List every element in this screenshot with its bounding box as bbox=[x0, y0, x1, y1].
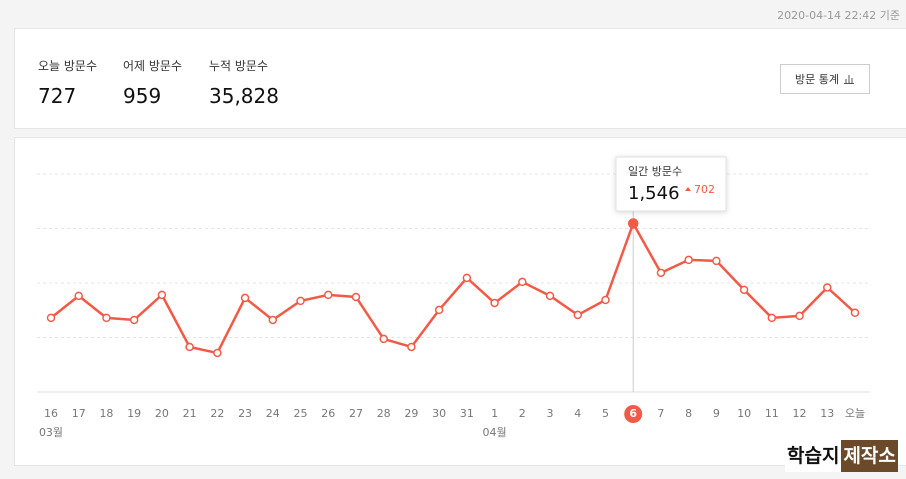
point bbox=[712, 256, 721, 266]
x-tick-label: 24 bbox=[266, 407, 280, 420]
x-tick-label: 28 bbox=[377, 407, 391, 420]
x-tick-label: 5 bbox=[602, 407, 609, 420]
point bbox=[213, 348, 222, 358]
stats-button[interactable]: 방문 통계 bbox=[780, 64, 870, 94]
point bbox=[684, 255, 693, 265]
x-tick-label: 8 bbox=[685, 407, 692, 420]
x-tick-label: 25 bbox=[294, 407, 308, 420]
point bbox=[462, 273, 472, 283]
x-tick-label: 1 bbox=[491, 407, 498, 420]
point bbox=[627, 218, 639, 229]
tooltip-value: 1,546 bbox=[628, 183, 680, 204]
point bbox=[518, 277, 527, 287]
stat-value: 959 bbox=[123, 84, 162, 108]
chart-icon bbox=[843, 75, 854, 84]
button-label: 방문 통계 bbox=[795, 73, 839, 86]
x-tick-label: 9 bbox=[713, 407, 720, 420]
tooltip-box bbox=[615, 156, 727, 212]
watermark: 학습지 제작소 bbox=[785, 440, 898, 472]
point bbox=[823, 283, 832, 292]
point bbox=[407, 342, 416, 352]
up-arrow bbox=[685, 187, 691, 191]
point bbox=[656, 268, 666, 278]
x-tick-label: 19 bbox=[127, 407, 141, 420]
stat-value: 727 bbox=[38, 84, 77, 108]
x-tick-label: 21 bbox=[183, 407, 197, 420]
point bbox=[573, 310, 583, 320]
point bbox=[351, 292, 361, 302]
stat-label: 누적 방문수 bbox=[209, 59, 269, 73]
point bbox=[296, 296, 305, 306]
x-tick-label: 17 bbox=[72, 407, 86, 420]
tooltip-change: 702 bbox=[694, 183, 715, 196]
point bbox=[767, 313, 777, 323]
stat: 오늘 방문수 727 bbox=[38, 57, 97, 108]
stat-value: 35,828 bbox=[209, 84, 279, 108]
point bbox=[545, 291, 555, 301]
x-tick-label: 29 bbox=[404, 407, 418, 420]
x-tick-label: 31 bbox=[460, 407, 474, 420]
point bbox=[795, 311, 804, 321]
stat: 어제 방문수 959 bbox=[123, 57, 182, 108]
x-tick-label: 23 bbox=[238, 407, 252, 420]
stat: 누적 방문수 35,828 bbox=[209, 57, 279, 108]
month-label: 04월 bbox=[483, 426, 507, 439]
point bbox=[129, 315, 139, 325]
tooltip: 일간 방문수 1,546 702 bbox=[615, 156, 727, 212]
x-tick-label: 18 bbox=[99, 407, 113, 420]
stat-label: 어제 방문수 bbox=[123, 59, 183, 73]
x-tick-label: 11 bbox=[765, 407, 779, 420]
x-tick-label: 4 bbox=[574, 407, 581, 420]
point bbox=[379, 334, 388, 344]
x-tick-label: 26 bbox=[321, 407, 335, 420]
point bbox=[185, 342, 194, 352]
x-tick-label: 6 bbox=[629, 407, 637, 420]
stats-card: 오늘 방문수 727 어제 방문수 959 누적 방문수 35,828 방문 통계 bbox=[14, 28, 906, 129]
x-highlight bbox=[624, 405, 643, 423]
tooltip-title: 일간 방문수 bbox=[628, 164, 682, 178]
x-tick-label: 7 bbox=[657, 407, 664, 420]
x-tick-label: 16 bbox=[44, 407, 58, 420]
point bbox=[601, 295, 610, 305]
point bbox=[74, 291, 83, 301]
x-tick-label: 12 bbox=[793, 407, 807, 420]
watermark-text: 학습지 bbox=[785, 440, 842, 472]
point bbox=[102, 313, 111, 323]
x-tick-label: 13 bbox=[820, 407, 834, 420]
point bbox=[268, 315, 278, 325]
point bbox=[850, 308, 860, 318]
point bbox=[157, 290, 167, 300]
point bbox=[434, 305, 444, 315]
x-tick-label: 30 bbox=[432, 407, 446, 420]
x-tick-label: 20 bbox=[155, 407, 169, 420]
month-label: 03월 bbox=[39, 426, 63, 439]
x-tick-label: 2 bbox=[519, 407, 526, 420]
point bbox=[323, 290, 333, 300]
timestamp: 2020-04-14 22:42 기준 bbox=[777, 9, 900, 22]
x-tick-label: 10 bbox=[737, 407, 751, 420]
point bbox=[739, 285, 749, 295]
point bbox=[240, 293, 250, 303]
watermark-text: 제작소 bbox=[841, 440, 898, 472]
point bbox=[46, 313, 56, 323]
x-tick-label: 27 bbox=[349, 407, 363, 420]
x-tick-label: 오늘 bbox=[845, 407, 865, 420]
x-tick-label: 22 bbox=[210, 407, 224, 420]
x-tick-label: 3 bbox=[547, 407, 554, 420]
stat-label: 오늘 방문수 bbox=[38, 59, 98, 73]
point bbox=[490, 298, 499, 308]
line bbox=[50, 220, 856, 355]
